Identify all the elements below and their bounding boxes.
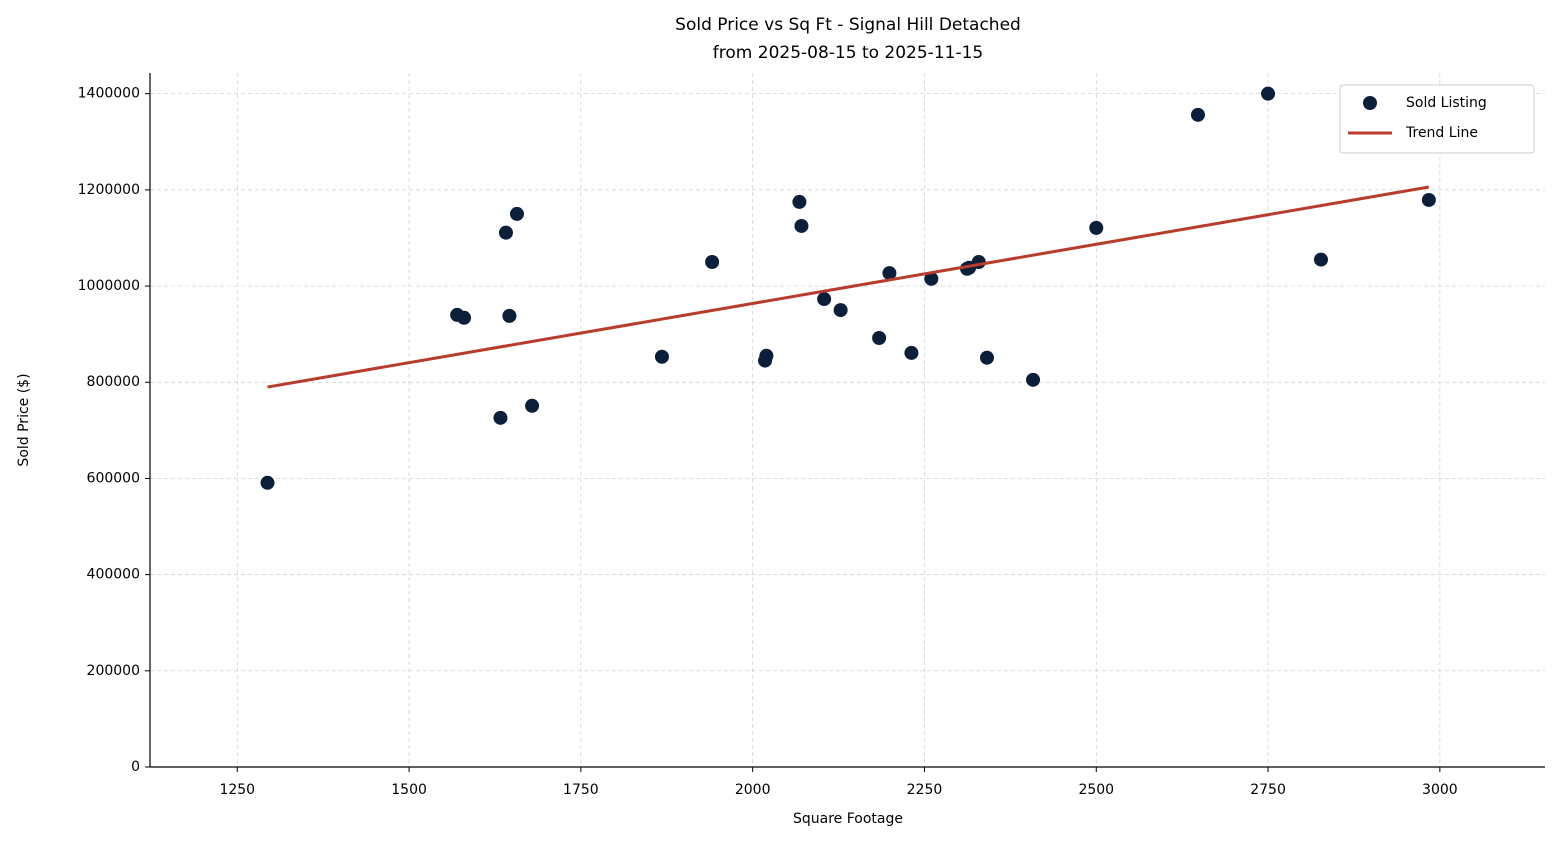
point [525,398,540,413]
point [457,310,472,325]
x-tick-label: 2500 [1078,782,1114,798]
point [794,218,809,233]
legend-swatch [1363,96,1377,110]
point [1089,220,1104,235]
legend-label: Sold Listing [1406,95,1487,111]
x-tick-label: 1500 [391,782,427,798]
x-tick-label: 3000 [1422,782,1458,798]
y-tick-label: 800000 [87,374,140,390]
x-tick-label: 2750 [1250,782,1286,798]
point [882,266,897,281]
chart-subtitle: from 2025-08-15 to 2025-11-15 [713,43,983,63]
point [924,271,939,286]
point [498,225,513,240]
point [493,410,508,425]
y-axis-label: Sold Price ($) [16,373,32,466]
point [1026,372,1041,387]
y-tick-label: 200000 [87,663,140,679]
y-tick-label: 400000 [87,567,140,583]
point [1190,107,1205,122]
point [705,255,720,270]
point [904,345,919,360]
x-tick-label: 1250 [219,782,255,798]
point [817,292,832,307]
y-tick-label: 1000000 [78,278,140,294]
point [833,303,848,318]
y-tick-label: 0 [131,759,140,775]
point [260,475,275,490]
trend-line [267,185,1430,389]
x-tick-label: 1750 [563,782,599,798]
point [872,330,887,345]
x-axis-label: Square Footage [793,811,903,827]
chart-title: Sold Price vs Sq Ft - Signal Hill Detach… [675,15,1021,35]
x-tick-label: 2250 [907,782,943,798]
point [1313,252,1328,267]
point [980,350,994,365]
y-tick-label: 600000 [87,470,140,486]
x-tick-label: 2000 [735,782,771,798]
point [1421,192,1436,207]
point [654,349,669,364]
point [792,194,807,209]
y-tick-label: 1400000 [78,86,140,102]
point [509,206,524,221]
point [759,348,774,363]
legend-label: Trend Line [1405,125,1478,141]
point [502,308,517,323]
legend-box [1339,84,1535,154]
y-tick-label: 1200000 [78,182,140,198]
point [1261,86,1276,101]
point [971,255,986,270]
